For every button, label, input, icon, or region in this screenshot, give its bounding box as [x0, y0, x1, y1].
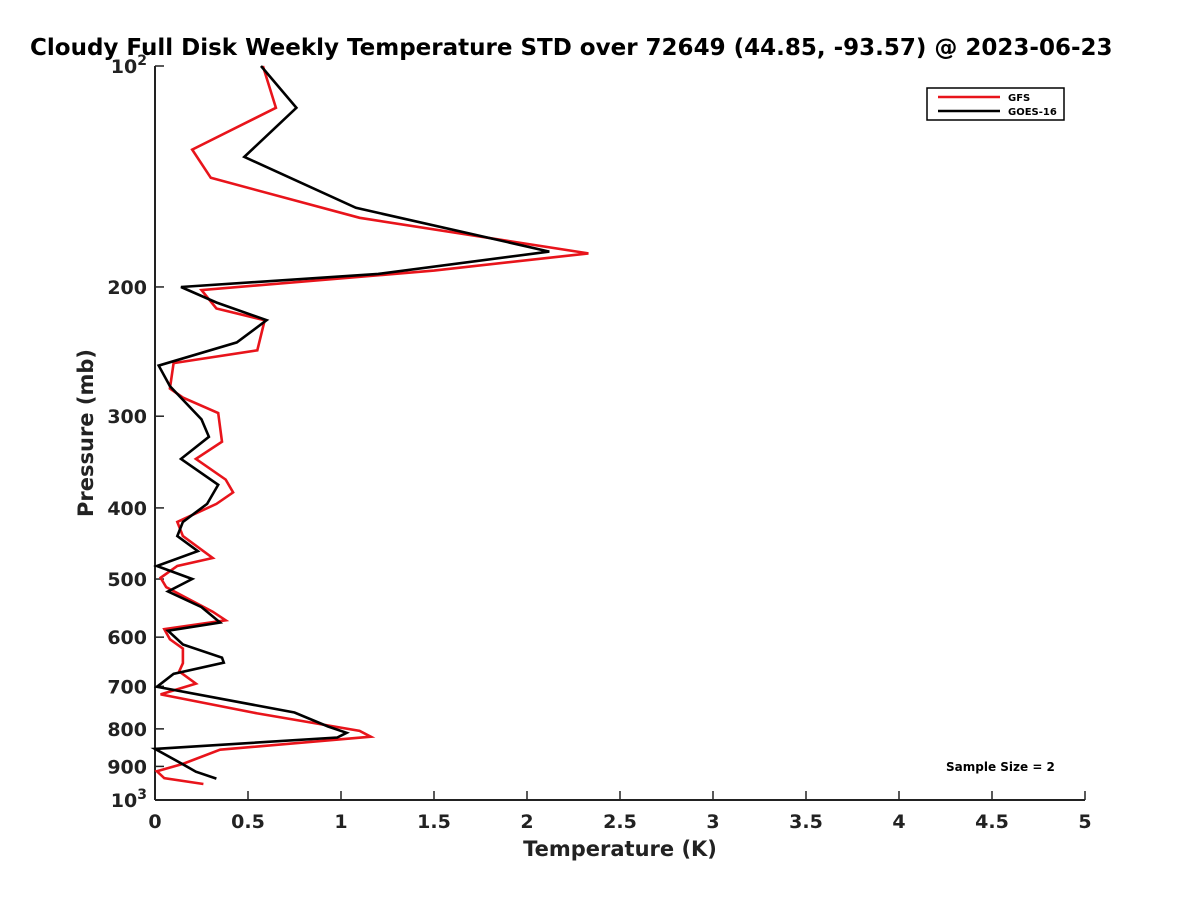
y-tick-label: 102 — [111, 53, 147, 78]
y-tick-label: 200 — [107, 277, 147, 299]
x-tick-label: 3.5 — [789, 811, 823, 833]
x-tick-label: 5 — [1078, 811, 1091, 833]
x-tick-label: 4.5 — [975, 811, 1009, 833]
y-tick-label: 400 — [107, 498, 147, 520]
y-tick-label: 500 — [107, 569, 147, 591]
y-tick-label: 103 — [111, 787, 147, 812]
chart-title: Cloudy Full Disk Weekly Temperature STD … — [30, 35, 1113, 61]
x-tick-label: 0.5 — [231, 811, 265, 833]
series-line-goes16 — [150, 65, 550, 780]
series-line-gfs — [154, 65, 589, 786]
y-tick-label: 600 — [107, 627, 147, 649]
x-tick-label: 0 — [148, 811, 161, 833]
legend: GFS GOES-16 — [926, 87, 1065, 121]
x-tick-label: 2 — [520, 811, 533, 833]
legend-label-gfs: GFS — [1008, 93, 1030, 104]
x-tick-label: 2.5 — [603, 811, 637, 833]
x-tick-label: 1 — [334, 811, 347, 833]
x-tick-label: 3 — [706, 811, 719, 833]
axes — [154, 66, 1085, 801]
y-tick-label: 900 — [107, 756, 147, 778]
y-tick-label: 700 — [107, 676, 147, 698]
y-ticks: 200 300 400 500 600 700 800 900 102 103 — [107, 53, 164, 812]
y-axis-label: Pressure (mb) — [74, 349, 98, 517]
y-tick-label: 800 — [107, 719, 147, 741]
sample-size-annotation: Sample Size = 2 — [946, 760, 1055, 774]
x-axis-label: Temperature (K) — [523, 837, 717, 861]
x-tick-label: 1.5 — [417, 811, 451, 833]
x-tick-label: 4 — [892, 811, 905, 833]
y-tick-label: 300 — [107, 406, 147, 428]
legend-label-goes16: GOES-16 — [1008, 107, 1057, 118]
series-group — [150, 65, 589, 786]
legend-box — [926, 87, 1065, 121]
x-ticks: 0 0.5 1 1.5 2 2.5 3 3.5 4 4.5 5 — [148, 791, 1092, 833]
